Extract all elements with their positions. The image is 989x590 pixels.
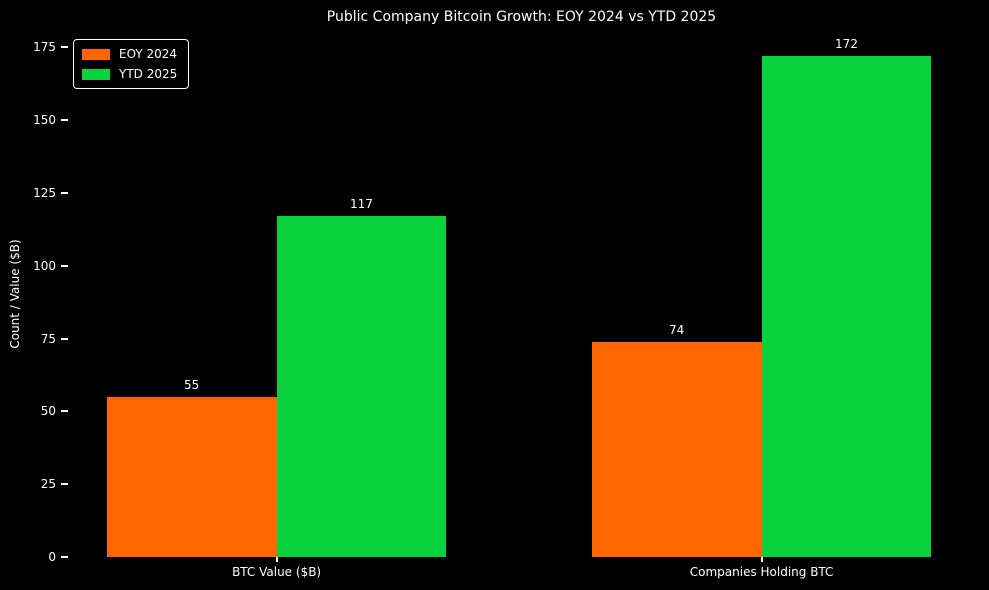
legend: EOY 2024 YTD 2025 (73, 39, 190, 89)
y-tick-mark (61, 337, 68, 340)
bar-value-label: 74 (669, 322, 685, 337)
y-tick-mark (61, 119, 68, 122)
y-tick-label: 100 (33, 258, 56, 273)
legend-swatch-icon (82, 48, 110, 60)
bar-eoy-2024-cat0 (106, 396, 277, 557)
y-tick-mark (61, 46, 68, 49)
y-tick-mark (61, 191, 68, 194)
legend-label: YTD 2025 (119, 67, 178, 81)
y-tick-mark (61, 483, 68, 486)
plot-area: EOY 2024 YTD 2025 55 117 BTC Value ($B) 74 17… (33, 31, 975, 579)
y-tick-label: 175 (33, 40, 56, 55)
y-tick-label: 150 (33, 113, 56, 128)
x-tick-label: Companies Holding BTC (689, 565, 834, 579)
bar-eoy-2024-cat1 (591, 341, 762, 557)
y-tick-label: 125 (33, 185, 56, 200)
legend-swatch-icon (82, 68, 110, 80)
bar-value-label: 55 (184, 377, 200, 392)
legend-label: EOY 2024 (119, 47, 178, 61)
legend-row-ytd-2025: YTD 2025 (82, 67, 177, 81)
bar-value-label: 172 (835, 37, 858, 51)
y-tick-label: 25 (40, 477, 56, 492)
chart-title: Public Company Bitcoin Growth: EOY 2024 … (326, 9, 717, 25)
x-tick-label: BTC Value ($B) (232, 565, 322, 579)
y-tick-mark (61, 556, 68, 558)
legend-row-eoy-2024: EOY 2024 (82, 47, 177, 61)
bar-ytd-2025-cat1 (761, 56, 932, 557)
y-tick-label: 50 (40, 404, 56, 419)
y-tick-label: 75 (40, 331, 56, 346)
bar-ytd-2025-cat0 (276, 216, 447, 557)
x-tick-mark (275, 557, 278, 562)
bar-value-label: 117 (349, 197, 373, 212)
y-tick-label: 0 (48, 550, 56, 564)
x-tick-mark (760, 557, 763, 562)
y-axis-label: Count / Value ($B) (8, 239, 22, 349)
y-tick-mark (61, 264, 68, 267)
y-tick-mark (61, 410, 68, 413)
